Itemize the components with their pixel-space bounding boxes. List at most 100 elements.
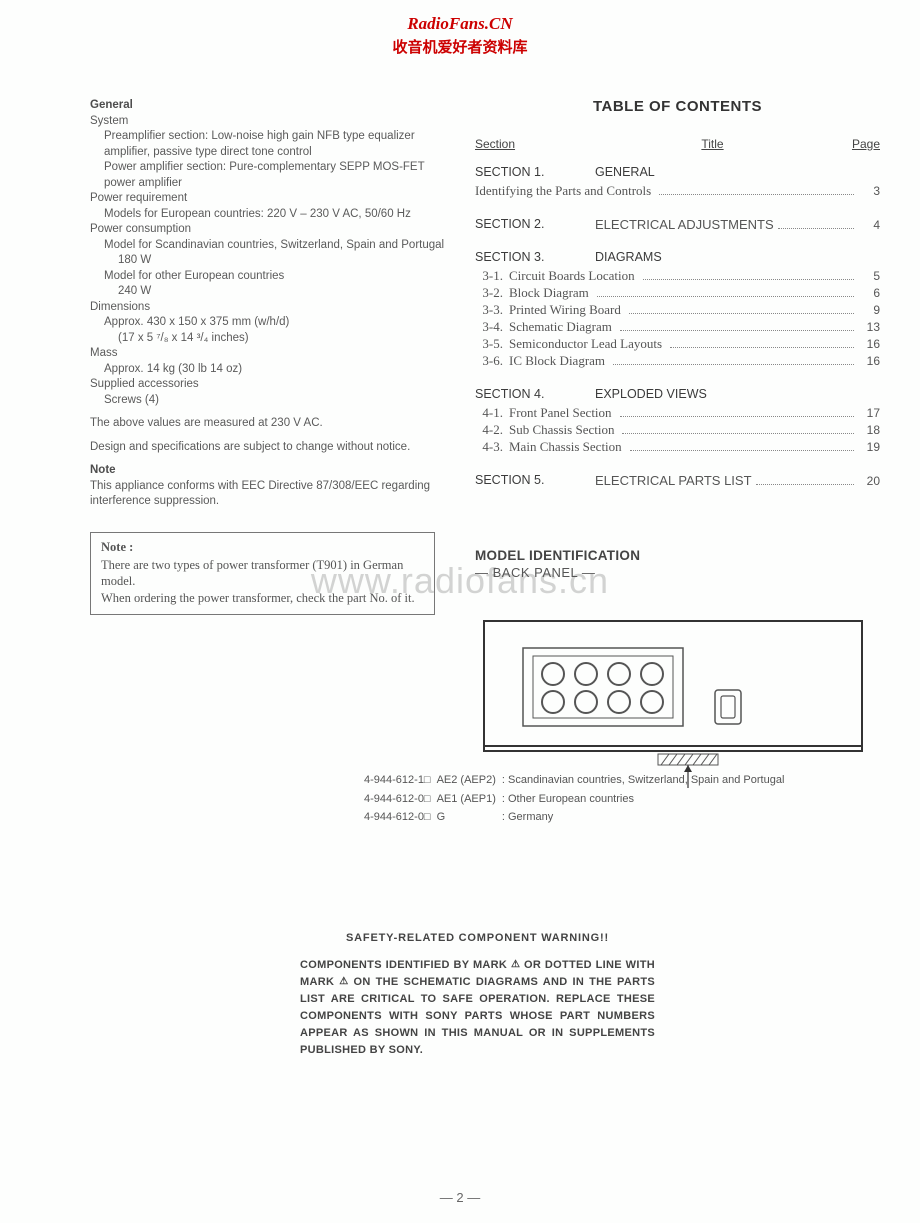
toc-dots	[630, 450, 854, 451]
model-desc: : Germany	[502, 809, 789, 826]
safety-title: SAFETY-RELATED COMPONENT WARNING!!	[300, 930, 655, 947]
toc-item-label: Block Diagram	[509, 285, 593, 301]
toc-item-num: 3-2.	[475, 285, 509, 301]
notebox-line1: There are two types of power transformer…	[101, 557, 424, 590]
dimensions2: (17 x 5 ⁷/₈ x 14 ³/₄ inches)	[90, 331, 445, 347]
toc-item-row: 3-6.IC Block Diagram 16	[475, 353, 880, 369]
notebox-line2: When ordering the power transformer, che…	[101, 590, 424, 606]
note-design: Design and specifications are subject to…	[90, 440, 445, 456]
model-code: AE1 (AEP1)	[437, 791, 500, 808]
toc-item-label: IC Block Diagram	[509, 353, 609, 369]
toc-item-num: 4-1.	[475, 405, 509, 421]
toc-title: TABLE OF CONTENTS	[475, 98, 880, 115]
model-pn: 4-944-612-0□	[364, 791, 435, 808]
page-number: — 2 —	[0, 1190, 920, 1205]
model-id-title: MODEL IDENTIFICATION	[475, 548, 880, 563]
model-pn: 4-944-612-1□	[364, 772, 435, 789]
toc-dots	[778, 228, 854, 229]
model-id-table: 4-944-612-1□AE2 (AEP2): Scandinavian cou…	[362, 770, 790, 828]
toc-item-num: 4-3.	[475, 439, 509, 455]
toc-item-page: 19	[858, 440, 880, 454]
toc-item-row: 3-2.Block Diagram6	[475, 285, 880, 301]
toc-item-page: 17	[858, 406, 880, 420]
toc-s2-num: SECTION 2.	[475, 217, 595, 232]
toc-column: TABLE OF CONTENTS Section Title Page SEC…	[475, 98, 880, 793]
toc-s1-num: SECTION 1.	[475, 165, 595, 179]
toc-s4: SECTION 4. EXPLODED VIEWS	[475, 387, 880, 401]
model-code: G	[437, 809, 500, 826]
toc-item-row: 3-1.Circuit Boards Location5	[475, 268, 880, 284]
model-id-row: 4-944-612-0□G: Germany	[364, 809, 788, 826]
toc-item-row: 4-1.Front Panel Section 17	[475, 405, 880, 421]
toc-dots	[756, 484, 854, 485]
back-panel-diagram	[483, 620, 863, 790]
toc-item-page: 18	[858, 423, 880, 437]
page-content: General System Preamplifier section: Low…	[90, 98, 880, 793]
safety-warning: SAFETY-RELATED COMPONENT WARNING!! COMPO…	[300, 930, 655, 1059]
toc-s2-title: ELECTRICAL ADJUSTMENTS	[595, 217, 774, 232]
toc-item-num: 3-5.	[475, 336, 509, 352]
model-desc: : Scandinavian countries, Switzerland, S…	[502, 772, 789, 789]
watermark-line2: 收音机爱好者资料库	[0, 36, 920, 57]
toc-item-page: 16	[858, 337, 880, 351]
toc-s1-sub-page: 3	[858, 184, 880, 198]
toc-dots	[622, 433, 854, 434]
toc-dots	[643, 279, 854, 280]
toc-s1-title: GENERAL	[595, 165, 880, 179]
toc-h-title: Title	[595, 137, 830, 151]
toc-s1-sub-label: Identifying the Parts and Controls	[475, 183, 655, 199]
toc-item-row: 3-3.Printed Wiring Board 9	[475, 302, 880, 318]
watermark-header: RadioFans.CN 收音机爱好者资料库	[0, 14, 920, 57]
toc-h-page: Page	[830, 137, 880, 151]
model-id-row: 4-944-612-0□AE1 (AEP1): Other European c…	[364, 791, 788, 808]
toc-dots	[659, 194, 854, 195]
model-desc: : Other European countries	[502, 791, 789, 808]
power-cons1-val: 180 W	[90, 253, 445, 269]
toc-s4-num: SECTION 4.	[475, 387, 595, 401]
toc-dots	[597, 296, 854, 297]
toc-h-section: Section	[475, 137, 595, 151]
transformer-note-box: Note : There are two types of power tran…	[90, 532, 435, 615]
toc-s1: SECTION 1. GENERAL	[475, 165, 880, 179]
toc-item-page: 9	[858, 303, 880, 317]
toc-s2-page: 4	[858, 218, 880, 232]
safety-b3: ON THE SCHEMATIC DIAGRAMS AND IN THE PAR…	[300, 976, 655, 1056]
model-id-sub: — BACK PANEL —	[475, 565, 880, 580]
toc-item-num: 3-3.	[475, 302, 509, 318]
toc-s5-page: 20	[858, 474, 880, 488]
toc-item-label: Sub Chassis Section	[509, 422, 618, 438]
toc-dots	[629, 313, 854, 314]
toc-item-page: 16	[858, 354, 880, 368]
system-label: System	[90, 114, 445, 130]
toc-item-label: Front Panel Section	[509, 405, 616, 421]
general-column: General System Preamplifier section: Low…	[90, 98, 445, 793]
dimensions1: Approx. 430 x 150 x 375 mm (w/h/d)	[90, 315, 445, 331]
toc-item-row: 3-4.Schematic Diagram13	[475, 319, 880, 335]
watermark-line1: RadioFans.CN	[0, 14, 920, 34]
toc-item-label: Main Chassis Section	[509, 439, 626, 455]
model-id-row: 4-944-612-1□AE2 (AEP2): Scandinavian cou…	[364, 772, 788, 789]
notebox-title: Note :	[101, 539, 424, 555]
toc-s3-num: SECTION 3.	[475, 250, 595, 264]
model-code: AE2 (AEP2)	[437, 772, 500, 789]
power-cons2: Model for other European countries	[90, 269, 445, 285]
toc-item-row: 4-2.Sub Chassis Section18	[475, 422, 880, 438]
toc-item-num: 3-6.	[475, 353, 509, 369]
preamp-text: Preamplifier section: Low-noise high gai…	[90, 129, 445, 160]
general-heading: General	[90, 98, 445, 114]
note-measured: The above values are measured at 230 V A…	[90, 416, 445, 432]
safety-body: COMPONENTS IDENTIFIED BY MARK ⚠ OR DOTTE…	[300, 957, 655, 1059]
supplied-text: Screws (4)	[90, 393, 445, 409]
dimensions-label: Dimensions	[90, 300, 445, 316]
toc-item-row: 4-3.Main Chassis Section 19	[475, 439, 880, 455]
poweramp-text: Power amplifier section: Pure-complement…	[90, 160, 445, 191]
toc-item-label: Printed Wiring Board	[509, 302, 625, 318]
note-eec: This appliance conforms with EEC Directi…	[90, 479, 445, 510]
toc-s5-num: SECTION 5.	[475, 473, 595, 488]
toc-item-label: Schematic Diagram	[509, 319, 616, 335]
power-req-text: Models for European countries: 220 V – 2…	[90, 207, 445, 223]
toc-item-row: 3-5.Semiconductor Lead Layouts16	[475, 336, 880, 352]
toc-s3: SECTION 3. DIAGRAMS	[475, 250, 880, 264]
toc-item-num: 3-1.	[475, 268, 509, 284]
safety-b1: COMPONENTS IDENTIFIED BY MARK	[300, 959, 511, 971]
